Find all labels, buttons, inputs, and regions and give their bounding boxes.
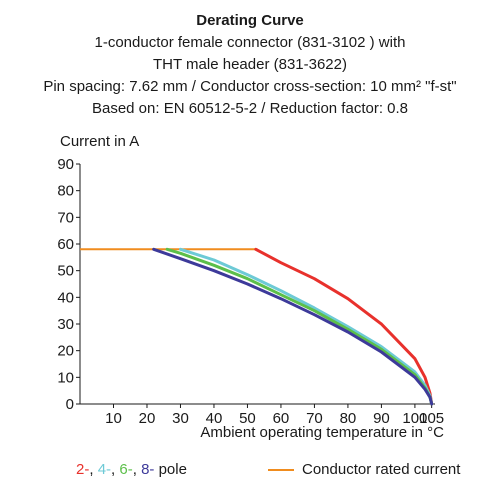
y-tick-label: 70: [57, 209, 74, 226]
y-tick-label: 60: [57, 236, 74, 253]
subtitle-line-1: 1-conductor female connector (831-3102 )…: [94, 34, 406, 51]
subtitle-line-2: THT male header (831-3622): [153, 56, 347, 73]
legend-pole-series: 2-, 4-, 6-, 8- pole: [76, 461, 187, 478]
rated-current-swatch: [268, 468, 294, 471]
y-tick-label: 30: [57, 316, 74, 333]
x-tick-label: 10: [105, 410, 122, 427]
x-tick-label: 20: [139, 410, 156, 427]
x-tick-label: 100: [402, 410, 427, 427]
legend-pole-part: 2-: [76, 461, 90, 478]
legend-pole-part: 4-: [97, 461, 112, 478]
x-tick-label: 60: [273, 410, 290, 427]
subtitle-line-3: Pin spacing: 7.62 mm / Conductor cross-s…: [43, 78, 457, 95]
y-tick-label: 20: [57, 343, 74, 360]
series-line-4: [152, 247, 434, 406]
rated-current-label: Conductor rated current: [302, 461, 461, 478]
y-tick-label: 80: [57, 183, 74, 200]
chart-title: Derating Curve: [196, 12, 304, 29]
y-tick-label: 40: [57, 289, 74, 306]
y-tick-label: 10: [57, 369, 74, 386]
legend-pole-part: ,: [89, 461, 98, 478]
legend-pole-part: ,: [111, 461, 120, 478]
x-axis-title: Ambient operating temperature in °C: [200, 424, 444, 441]
x-tick-label: 70: [306, 410, 323, 427]
x-tick-label: 80: [340, 410, 357, 427]
y-tick-label: 0: [66, 396, 74, 413]
x-tick-label: 30: [172, 410, 189, 427]
x-tick-label: 40: [206, 410, 223, 427]
legend-rated-current: Conductor rated current: [268, 461, 460, 478]
legend-pole-part: ,: [132, 461, 142, 478]
subtitle-line-4: Based on: EN 60512-5-2 / Reduction facto…: [91, 100, 409, 117]
series-line-1: [254, 247, 434, 406]
series-lines: [80, 247, 434, 406]
legend-pole-part: 8-: [141, 461, 155, 478]
x-tick-label: 105: [419, 410, 444, 427]
x-tick-label: 90: [373, 410, 390, 427]
y-axis-title: Current in A: [60, 133, 140, 150]
legend-pole-part: 6-: [119, 461, 133, 478]
tick-labels: 0 10 20 30 40 50 60 70 80 90 10 20 30 40 50 60 70 80 90 100…: [57, 156, 444, 427]
y-tick-label: 90: [57, 156, 74, 173]
legend-pole-part: pole: [154, 461, 187, 478]
axes: [76, 163, 435, 408]
chart-header: Derating Curve 1-conductor female connec…: [0, 10, 500, 120]
y-tick-label: 50: [57, 263, 74, 280]
x-tick-label: 50: [239, 410, 256, 427]
